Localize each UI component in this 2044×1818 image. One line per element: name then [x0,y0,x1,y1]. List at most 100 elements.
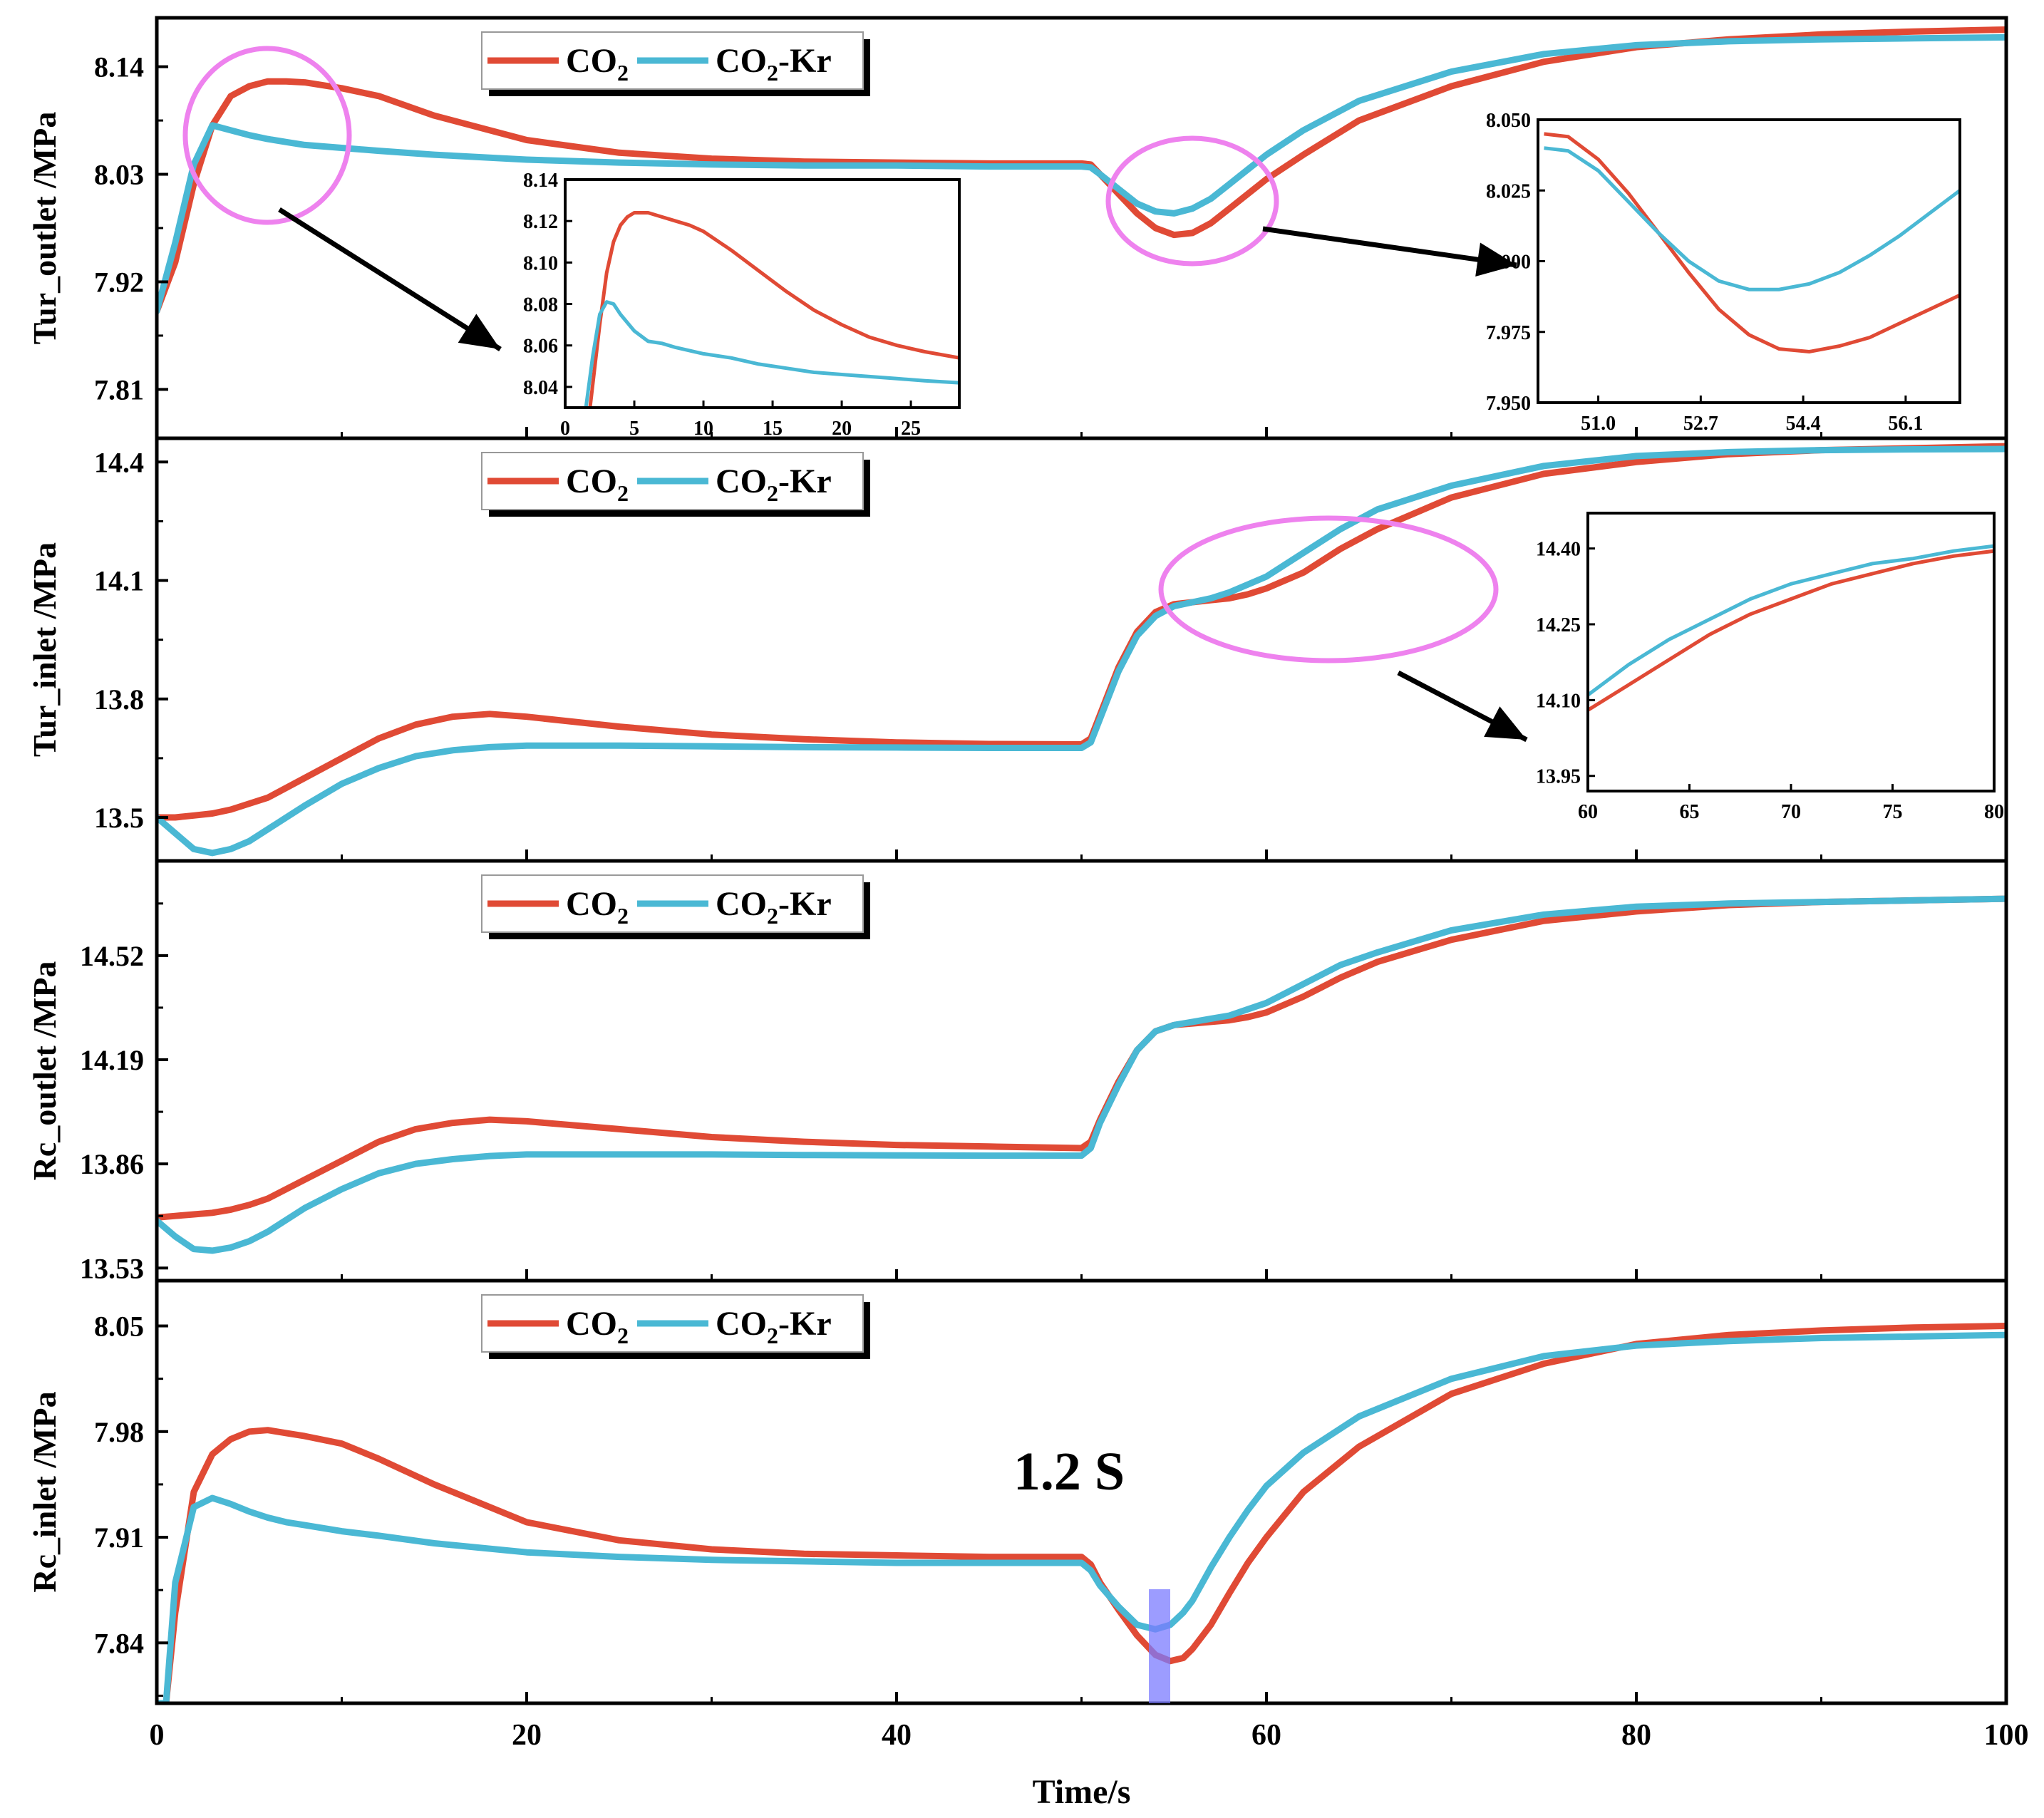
annotation-label: 1.2 S [1013,1442,1125,1502]
x-axis: 0 20 40 60 80 100 Time/s [150,1719,2029,1811]
inset-zoom-xtick-label: 51.0 [1581,413,1616,435]
inset-tur-outlet-line-co2 [588,211,959,408]
x-tick-label: 100 [1984,1719,2029,1752]
y-tick-label: 13.8 [94,683,144,716]
y-tick-label: 14.4 [94,446,144,478]
x-tick-label: 60 [1251,1719,1281,1752]
inset-tur-inlet-line-co2 [1588,549,1994,712]
legend-label-co2-kr-suffix: -Kr [778,463,832,500]
y-axis-title: Rc_outlet /MPa [26,961,63,1181]
inset-zoom-ytick-label: 7.950 [1486,393,1531,415]
inset-zoom-ytick-label: 8.025 [1486,180,1531,202]
legend-label-co2-kr: CO2-Kr [716,885,832,929]
arrow-shaft [1262,226,1517,268]
panel-series [157,1323,2006,1703]
legend-label-co2-sub: 2 [617,60,629,86]
inset-tur-inlet-xtick-label: 75 [1883,801,1903,823]
arrow-head [1475,242,1517,277]
time-marker [1149,1589,1170,1703]
y-tick-label: 7.92 [94,266,144,298]
y-axis-title: Rc_inlet /MPa [26,1391,63,1592]
legend-label-co2-kr-sub: 2 [767,60,778,86]
arrow-shaft [278,207,502,351]
y-tick-label: 7.84 [94,1627,144,1659]
inset-tur-inlet-line-co2-kr [1588,544,1994,697]
legend-label-co2-kr: CO2-Kr [716,42,832,86]
inset-zoom-xtick-label: 54.4 [1786,413,1821,435]
highlight-ellipse [182,46,352,225]
panel-4: 7.84 7.91 7.98 8.05 Rc_inlet /MPa CO2 CO2-Kr [26,1279,2008,1705]
legend-label-co2-kr-sub: 2 [767,903,778,929]
inset-zoom-ytick-label: 7.975 [1486,322,1531,344]
y-tick-label: 13.5 [94,802,144,834]
inset-tur-outlet-ytick-label: 8.12 [523,211,558,233]
y-tick-label: 14.1 [94,565,144,597]
series-line-co2-kr [157,33,2006,315]
inset-tur-inlet-xtick-label: 60 [1578,801,1598,823]
highlight-ellipse [1158,515,1499,663]
legend-label-co2-main: CO [566,463,617,500]
arrow-head [458,314,500,349]
y-tick-label: 7.98 [94,1416,144,1448]
inset-tur-outlet-xtick-label: 20 [832,418,852,440]
legend-label-co2-kr-sub: 2 [767,1323,778,1348]
inset-zoom-line-co2 [1544,132,1960,354]
y-tick-label: 7.91 [94,1522,144,1554]
legend-label-co2: CO2 [566,1305,629,1348]
legend-label-co2: CO2 [566,42,629,86]
x-tick-label: 0 [150,1719,165,1752]
x-tick-label: 40 [882,1719,912,1752]
inset-tur-outlet-ytick-label: 8.14 [523,170,558,192]
legend-label-co2-kr-main: CO [716,885,767,923]
legend-label-co2: CO2 [566,885,629,929]
inset-tur-inlet-ytick-label: 14.25 [1536,614,1581,636]
y-tick-label: 8.14 [94,51,144,83]
y-tick-label: 13.53 [80,1252,144,1284]
inset-zoom-bg [1538,120,1960,403]
y-axis-title: Tur_outlet /MPa [26,112,63,345]
inset-tur-inlet-xtick-label: 80 [1984,801,2004,823]
x-tick-label: 20 [512,1719,542,1752]
highlight-ellipse [1105,135,1279,267]
y-tick-label: 8.05 [94,1311,144,1343]
inset-tur-outlet-xtick-label: 5 [629,418,639,440]
inset-tur-outlet-bg [565,180,959,408]
y-tick-label: 7.81 [94,373,144,406]
inset-zoom-series [1544,132,1960,354]
panel-series [157,895,2006,1254]
series-line-co2-kr [157,445,2006,857]
series-line-co2-kr [157,895,2006,1254]
panel-series [157,26,2006,315]
legend-label-co2-kr-suffix: -Kr [778,42,832,80]
inset-tur-inlet-ytick-label: 14.40 [1536,539,1581,561]
inset-tur-inlet-xtick-label: 65 [1680,801,1700,823]
legend-label-co2: CO2 [566,463,629,506]
series-line-co2 [157,1323,2006,1703]
inset-tur-inlet-xtick-label: 70 [1781,801,1801,823]
inset-tur-outlet-series [584,211,959,408]
x-tick-label: 80 [1621,1719,1651,1752]
y-tick-label: 14.52 [80,940,144,972]
panel-series [157,443,2006,857]
legend-label-co2-sub: 2 [617,480,629,506]
legend-label-co2-sub: 2 [617,1323,629,1348]
panel-frame [155,1279,2008,1705]
legend-label-co2-kr: CO2-Kr [716,1305,832,1348]
inset-zoom-ytick-label: 8.050 [1486,110,1531,132]
legend-label-co2-kr-main: CO [716,42,767,80]
inset-zoom-line-co2-kr [1544,146,1960,291]
inset-zoom-xtick-label: 56.1 [1888,413,1923,435]
inset-tur-inlet-ytick-label: 13.95 [1536,766,1581,788]
inset-tur-outlet-xtick-label: 10 [693,418,713,440]
inset-tur-outlet-ytick-label: 8.08 [523,294,558,316]
inset-tur-outlet-xtick-label: 15 [763,418,783,440]
legend-label-co2-main: CO [566,42,617,80]
y-tick-label: 14.19 [80,1044,144,1076]
inset-tur-outlet-xtick-label: 25 [901,418,921,440]
inset-tur-outlet-line-co2-kr [584,300,959,408]
inset-tur-outlet-frame [564,178,961,409]
legend-label-co2-kr-main: CO [716,463,767,500]
